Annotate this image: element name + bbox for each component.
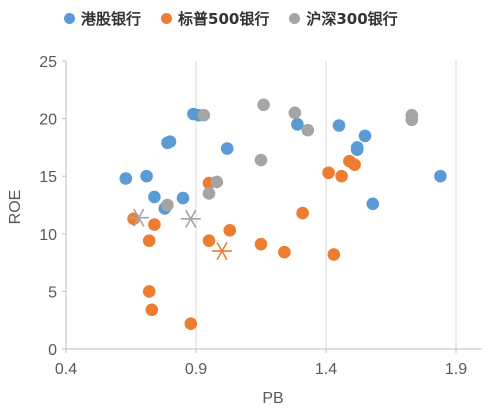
data-point-series-0: [220, 142, 234, 155]
star-marker: [212, 242, 232, 261]
legend-item: 沪深300银行: [289, 8, 398, 29]
legend-item: 标普500银行: [161, 8, 269, 29]
x-tick-label: 0.4: [55, 361, 77, 378]
data-point-series-0: [140, 169, 153, 183]
axes: 0 5 10 15 20 25 0.4 0.9 1.4 1.9: [39, 54, 482, 378]
star-stroke: [216, 242, 228, 261]
star-marker: [128, 208, 149, 227]
y-tick-label: 25: [39, 54, 57, 71]
data-point-series-1: [223, 224, 237, 237]
data-point-series-0: [434, 169, 447, 183]
y-tick-label: 0: [48, 342, 57, 359]
data-point-series-2: [405, 113, 419, 127]
y-axis-label: ROE: [7, 190, 24, 225]
y-tick-label: 10: [39, 227, 57, 244]
data-point-series-1: [184, 317, 198, 330]
data-point-series-1: [254, 237, 268, 251]
x-tick-label: 1.4: [315, 361, 337, 378]
x-axis-label: PB: [262, 390, 283, 407]
legend-marker: [64, 13, 75, 24]
data-point-series-1: [348, 158, 361, 171]
data-point-series-2: [301, 123, 315, 137]
data-point-series-0: [358, 129, 372, 143]
data-point-series-1: [142, 285, 156, 298]
data-point-series-0: [291, 118, 304, 131]
data-point-series-2: [257, 98, 270, 112]
data-point-series-1: [327, 248, 341, 261]
legend-marker: [161, 13, 173, 24]
data-point-series-0: [350, 143, 364, 157]
legend-label: 沪深300银行: [306, 10, 398, 28]
data-point-series-2: [161, 198, 174, 212]
grid-lines: [195, 61, 457, 349]
y-tick-label: 20: [39, 112, 57, 129]
data-point-series-1: [148, 218, 161, 231]
data-point-series-1: [335, 169, 348, 183]
legend: 港股银行 标普500银行 沪深300银行: [64, 8, 398, 29]
data-point-series-2: [288, 106, 302, 120]
legend-label: 港股银行: [81, 10, 142, 28]
star-stroke: [185, 209, 197, 228]
star-stroke: [133, 208, 145, 227]
x-tick-label: 1.9: [445, 361, 467, 378]
legend-item: 港股银行: [64, 8, 141, 29]
star-marker: [180, 209, 201, 228]
data-point-series-1: [202, 234, 216, 248]
data-point-series-1: [145, 303, 159, 317]
data-point-series-1: [296, 206, 309, 220]
data-point-series-2: [254, 153, 268, 167]
data-points: [119, 98, 447, 330]
data-point-series-0: [366, 197, 380, 211]
data-point-series-1: [142, 234, 156, 248]
data-point-series-1: [322, 166, 335, 180]
data-point-series-0: [176, 191, 190, 205]
x-tick-label: 0.9: [185, 361, 207, 378]
legend-label: 标普500银行: [178, 10, 270, 28]
data-point-series-0: [119, 172, 133, 185]
y-tick-label: 5: [48, 284, 57, 301]
data-point-series-1: [278, 245, 291, 259]
data-point-series-0: [163, 135, 177, 148]
axis-labels: PB ROE: [7, 190, 284, 407]
data-point-series-0: [148, 190, 161, 204]
legend-marker: [289, 13, 301, 24]
data-point-series-0: [332, 119, 346, 132]
data-point-series-2: [197, 108, 211, 122]
y-tick-label: 15: [39, 169, 57, 186]
data-point-series-2: [202, 187, 216, 200]
data-point-series-2: [210, 175, 224, 189]
